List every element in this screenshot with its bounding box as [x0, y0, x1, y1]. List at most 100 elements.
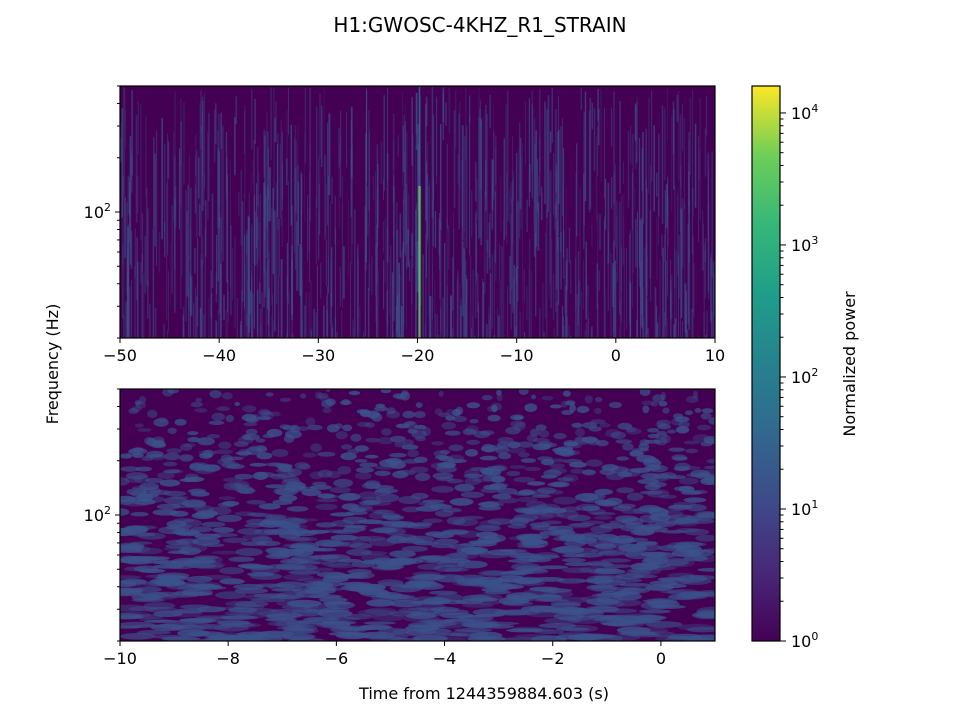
- bottom-noise-blob: [278, 566, 307, 571]
- bottom-noise-blob: [541, 395, 554, 401]
- bottom-noise-blob: [477, 536, 501, 544]
- bottom-noise-blob: [125, 472, 148, 480]
- bottom-noise-blob: [629, 450, 644, 457]
- bottom-noise-blob: [252, 471, 269, 480]
- bottom-noise-blob: [305, 417, 316, 427]
- bottom-noise-blob: [310, 443, 322, 453]
- bottom-noise-blob: [697, 568, 715, 572]
- bottom-noise-blob: [271, 588, 303, 592]
- bottom-noise-blob: [372, 614, 405, 622]
- bottom-noise-blob: [586, 459, 603, 467]
- bottom-noise-blob: [340, 541, 362, 548]
- bottom-noise-blob: [495, 446, 510, 455]
- bottom-noise-blob: [530, 554, 560, 559]
- bottom-noise-blob: [522, 568, 549, 575]
- bottom-noise-blob: [378, 582, 405, 587]
- bottom-noise-blob: [487, 518, 514, 525]
- bottom-noise-blob: [304, 581, 334, 589]
- bottom-noise-blob: [439, 449, 451, 455]
- bottom-noise-blob: [652, 394, 665, 403]
- bottom-noise-blob: [211, 412, 225, 421]
- bottom-noise-blob: [445, 415, 456, 421]
- bottom-noise-blob: [532, 438, 550, 443]
- bottom-noise-blob: [175, 589, 206, 595]
- bottom-noise-blob: [681, 465, 701, 471]
- bottom-noise-blob: [696, 511, 715, 520]
- bottom-noise-blob: [222, 537, 248, 544]
- bottom-noise-blob: [558, 615, 594, 621]
- bottom-noise-blob: [649, 513, 671, 522]
- bottom-noise-blob: [281, 516, 303, 525]
- bottom-noise-blob: [615, 439, 633, 444]
- bottom-noise-blob: [357, 535, 386, 541]
- bottom-noise-blob: [446, 478, 464, 484]
- chart-title: H1:GWOSC-4KHZ_R1_STRAIN: [333, 13, 626, 37]
- bottom-noise-blob: [386, 557, 417, 566]
- bottom-noise-blob: [518, 389, 529, 395]
- bottom-noise-blob: [431, 543, 455, 549]
- bottom-noise-blob: [333, 478, 354, 488]
- bottom-noise-blob: [187, 631, 226, 637]
- bottom-noise-blob: [642, 405, 650, 414]
- bottom-noise-blob: [271, 528, 300, 535]
- bottom-noise-blob: [216, 514, 242, 523]
- bottom-noise-blob: [693, 390, 698, 399]
- bottom-noise-blob: [237, 563, 263, 569]
- bottom-noise-blob: [243, 593, 279, 600]
- bottom-noise-blob: [511, 562, 541, 572]
- bottom-noise-blob: [312, 481, 327, 486]
- bottom-noise-blob: [658, 544, 685, 552]
- bottom-noise-blob: [177, 585, 209, 591]
- bottom-noise-blob: [668, 447, 686, 452]
- bottom-noise-blob: [366, 599, 395, 607]
- bottom-noise-blob: [610, 431, 627, 440]
- bottom-noise-blob: [706, 458, 715, 464]
- bottom-noise-blob: [291, 564, 318, 571]
- bottom-noise-blob: [590, 511, 616, 516]
- bottom-noise-blob: [696, 511, 715, 518]
- bottom-noise-blob: [208, 420, 225, 425]
- bottom-noise-blob: [401, 506, 422, 513]
- bottom-noise-blob: [215, 591, 247, 599]
- bottom-noise-blob: [229, 622, 262, 628]
- bottom-noise-blob: [365, 422, 375, 428]
- bottom-noise-blob: [474, 525, 501, 532]
- bottom-noise-blob: [548, 525, 574, 533]
- bottom-noise-blob: [592, 617, 628, 622]
- bottom-noise-blob: [612, 599, 642, 607]
- bottom-noise-blob: [124, 566, 149, 572]
- bottom-noise-blob: [410, 522, 433, 527]
- bottom-noise-blob: [574, 437, 589, 446]
- top-panel: −50 −40 −30 −20 −10 0 10 102: [84, 85, 725, 365]
- bottom-noise-blob: [375, 403, 386, 408]
- bottom-noise-blob: [645, 598, 678, 606]
- colorbar-label: Normalized power: [840, 291, 859, 437]
- bottom-noise-blob: [294, 462, 309, 470]
- bottom-noise-blob: [235, 451, 253, 456]
- bottom-noise-blob: [371, 565, 401, 570]
- bottom-noise-blob: [350, 536, 372, 543]
- bottom-noise-blob: [167, 427, 177, 435]
- bottom-noise-blob: [184, 501, 207, 509]
- bottom-noise-blob: [555, 627, 590, 631]
- bottom-noise-blob: [196, 606, 226, 613]
- bottom-noise-blob: [700, 412, 712, 420]
- top-panel-y-ticks: 102: [84, 85, 120, 339]
- bottom-noise-blob: [411, 573, 443, 582]
- bottom-noise-blob: [438, 412, 450, 418]
- bottom-noise-blob: [166, 520, 187, 528]
- bottom-noise-blob: [546, 489, 564, 495]
- bottom-noise-blob: [657, 423, 671, 430]
- bottom-noise-blob: [260, 410, 273, 416]
- bottom-noise-blob: [120, 466, 141, 472]
- bottom-noise-blob: [622, 537, 649, 542]
- bottom-noise-blob: [358, 588, 389, 596]
- bottom-noise-blob: [659, 494, 677, 499]
- bottom-noise-blob: [537, 487, 556, 494]
- bottom-noise-blob: [616, 487, 635, 494]
- bottom-noise-blob: [364, 607, 397, 615]
- bottom-noise-blob: [186, 575, 213, 583]
- bottom-noise-blob: [315, 522, 337, 528]
- bottom-noise-blob: [195, 397, 203, 402]
